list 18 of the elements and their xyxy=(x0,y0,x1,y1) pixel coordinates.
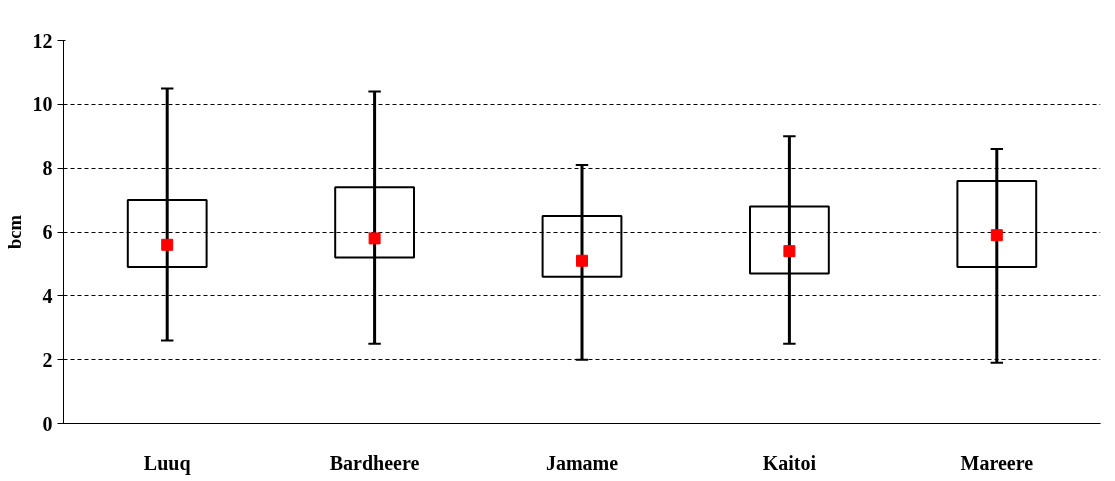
y-tick-label: 6 xyxy=(42,221,53,243)
point xyxy=(576,254,588,267)
x-tick-label: Bardheere xyxy=(329,451,420,474)
point xyxy=(783,245,796,258)
x-tick-label: Luuq xyxy=(143,451,191,475)
point xyxy=(161,238,174,251)
y-tick-label: 0 xyxy=(42,412,53,435)
y-tick-label: 2 xyxy=(42,348,53,371)
x-tick-label: Mareere xyxy=(960,451,1034,474)
y-tick-label: 12 xyxy=(32,29,53,52)
y-tick-label: 10 xyxy=(32,93,53,116)
x-tick-label: Kaitoi xyxy=(762,451,817,474)
point xyxy=(368,232,381,245)
y-axis-title: bcm xyxy=(3,214,25,250)
y-tick-label: 8 xyxy=(42,157,53,180)
point xyxy=(990,229,1003,242)
y-tick-label: 4 xyxy=(42,284,53,307)
x-tick-label: Jamame xyxy=(545,451,619,474)
